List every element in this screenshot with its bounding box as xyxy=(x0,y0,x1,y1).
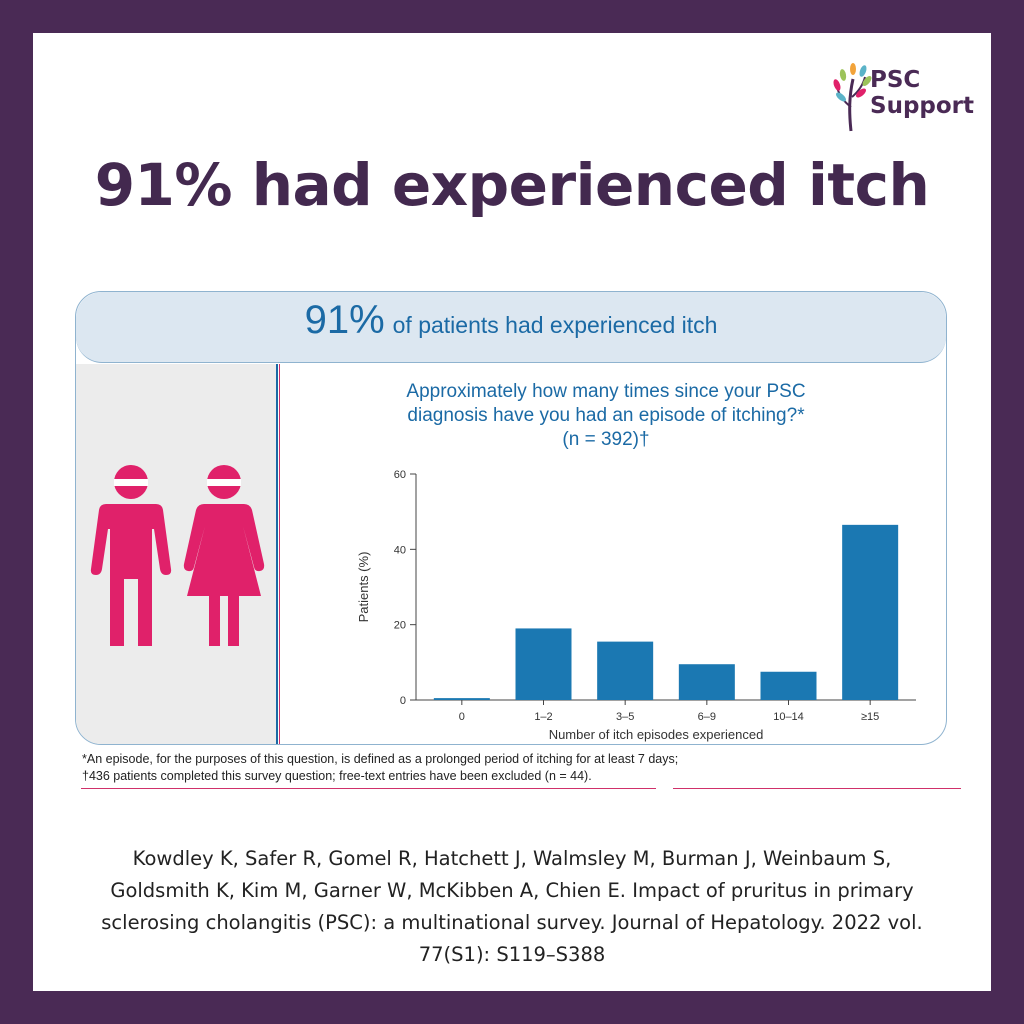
citation-line4: 77(S1): S119–S388 xyxy=(418,943,606,966)
logo-line1: PSC xyxy=(870,67,921,93)
bar xyxy=(515,628,572,700)
y-tick-label: 0 xyxy=(400,695,406,707)
citation-line1: Kowdley K, Safer R, Gomel R, Hatchett J,… xyxy=(132,847,892,870)
x-tick-label: ≥15 xyxy=(861,711,879,723)
bar xyxy=(433,698,490,700)
divider-pink xyxy=(279,364,280,744)
logo-line2: Support xyxy=(870,93,975,119)
bar xyxy=(760,671,817,700)
y-tick-label: 40 xyxy=(394,544,406,556)
y-tick-label: 60 xyxy=(394,469,406,481)
question-line1: Approximately how many times since your … xyxy=(406,381,806,402)
y-tick-label: 20 xyxy=(394,620,406,632)
tree-icon xyxy=(833,63,872,132)
stat-banner: 91% of patients had experienced itch xyxy=(76,292,946,363)
x-tick-label: 1–2 xyxy=(534,711,552,723)
bar xyxy=(678,664,735,700)
x-tick-label: 3–5 xyxy=(616,711,634,723)
divider-blue xyxy=(276,364,278,744)
x-tick-label: 10–14 xyxy=(773,711,804,723)
footnote-1: *An episode, for the purposes of this qu… xyxy=(82,752,679,766)
footnote-2: †436 patients completed this survey ques… xyxy=(82,769,592,783)
footnotes: *An episode, for the purposes of this qu… xyxy=(82,751,678,785)
footnote-rule xyxy=(81,788,961,789)
x-tick-label: 6–9 xyxy=(698,711,716,723)
male-female-icon xyxy=(90,465,265,646)
question-line3: (n = 392)† xyxy=(562,429,650,450)
x-tick-label: 0 xyxy=(459,711,465,723)
citation: Kowdley K, Safer R, Gomel R, Hatchett J,… xyxy=(63,843,961,971)
headline: 91% had experienced itch xyxy=(94,151,930,219)
banner-percent: 91% xyxy=(304,298,385,342)
y-axis-label: Patients (%) xyxy=(356,552,371,623)
survey-question: Approximately how many times since your … xyxy=(336,380,876,452)
banner-text: of patients had experienced itch xyxy=(392,312,718,338)
citation-line2: Goldsmith K, Kim M, Garner W, McKibben A… xyxy=(110,879,914,902)
psc-support-logo: PSC Support xyxy=(833,57,983,137)
infographic-card: PSC Support 91% had experienced itch 91%… xyxy=(33,33,991,991)
figures-area xyxy=(76,364,276,744)
bar xyxy=(597,641,654,700)
bar-chart: 0 20 40 60 0 1–2 3–5 6–9 10–14 ≥15 Number of itch … xyxy=(356,469,916,742)
citation-line3: sclerosing cholangitis (PSC): a multinat… xyxy=(101,911,923,934)
bar xyxy=(842,524,899,700)
question-line2: diagnosis have you had an episode of itc… xyxy=(407,405,805,426)
x-axis-label: Number of itch episodes experienced xyxy=(549,727,764,742)
chart-panel: 91% of patients had experienced itch Appr… xyxy=(75,291,947,745)
